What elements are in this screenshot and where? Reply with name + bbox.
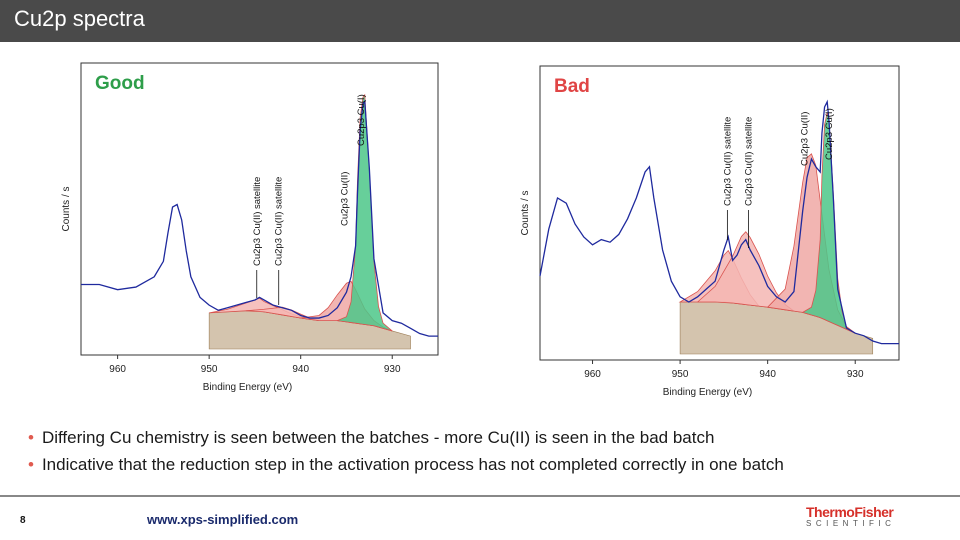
x-axis-label: Binding Energy (eV) [203,382,293,393]
peak-annotation: Cu2p3 Cu(II) [799,112,810,166]
chart-title: Good [95,73,145,94]
peak-annotation: Cu2p3 Cu(I) [824,108,835,160]
peak-annotation: Cu2p3 Cu(II) satellite [252,177,263,266]
peak-annotation: Cu2p3 Cu(II) satellite [274,177,285,266]
peak-annotation: Cu2p3 Cu(II) satellite [722,117,733,206]
footer-url: www.xps-simplified.com [147,512,299,527]
y-axis-label: Counts / s [61,186,72,231]
bullet-item: • Indicative that the reduction step in t… [28,451,948,478]
page-number: 8 [20,515,26,526]
bullet-text: Differing Cu chemistry is seen between t… [41,428,715,447]
thermofisher-logo: ThermoFisher SCIENTIFIC [806,505,912,531]
x-tick-label: 950 [672,369,689,380]
x-tick-label: 940 [759,369,776,380]
title-bar: Cu2p spectra [0,0,960,42]
x-tick-label: 930 [847,369,864,380]
x-axis-label: Binding Energy (eV) [663,387,753,398]
bad-chart-group: 960 950 940 930 Binding Energy (eV) Counts / … [520,65,900,398]
x-tick-label: 960 [584,369,601,380]
logo-wordmark: ThermoFisher [806,504,894,520]
bullet-dot-icon: • [28,428,34,447]
spectrum-line [539,99,899,345]
good-chart-group: 960 950 940 930 Binding Energy (eV) Counts / … [61,62,439,393]
footer-divider [0,495,960,497]
x-tick-label: 960 [109,364,126,375]
bullet-item: • Differing Cu chemistry is seen between … [28,424,948,451]
logo-subtitle: SCIENTIFIC [806,519,896,528]
x-tick-label: 940 [292,364,309,375]
peak-annotation: Cu2p3 Cu(II) satellite [743,117,754,206]
x-tick-label: 930 [384,364,401,375]
bullet-dot-icon: • [28,455,34,474]
y-axis-label: Counts / s [520,190,531,235]
good-spectrum-chart: 960 950 940 930 Binding Energy (eV) Counts / … [61,62,900,398]
slide-title: Cu2p spectra [14,6,145,31]
peak-annotation: Cu2p3 Cu(II) [340,172,351,226]
bullet-text: Indicative that the reduction step in th… [41,455,784,474]
bullet-list: • Differing Cu chemistry is seen between … [28,424,948,478]
peak-annotation: Cu2p3 Cu(I) [356,94,367,146]
spectrum-line [81,99,438,337]
chart-title: Bad [554,76,590,97]
x-tick-label: 950 [201,364,218,375]
